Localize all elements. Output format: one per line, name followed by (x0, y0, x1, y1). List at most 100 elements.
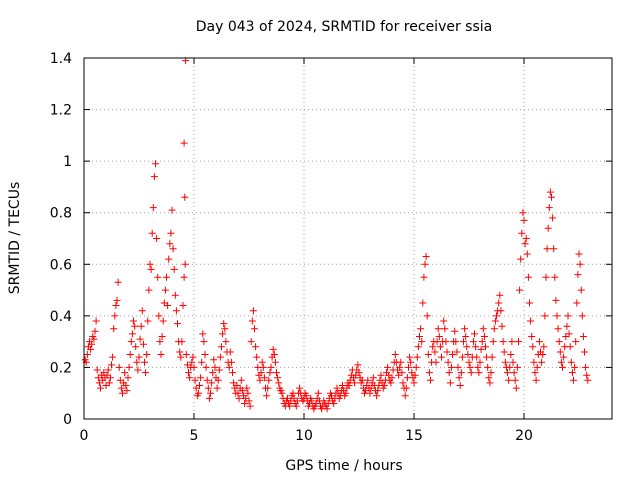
data-point (540, 343, 548, 351)
data-point (420, 273, 428, 281)
data-point (466, 363, 474, 371)
data-point (487, 369, 495, 377)
data-point (225, 363, 233, 371)
data-point (500, 348, 508, 356)
data-point (563, 322, 571, 330)
data-point (366, 389, 374, 397)
data-point (548, 193, 555, 201)
data-point (552, 296, 560, 304)
data-point (507, 351, 515, 358)
data-point (453, 348, 461, 356)
data-point (469, 338, 477, 346)
data-point (139, 340, 147, 348)
data-point (165, 255, 173, 263)
data-point (570, 376, 577, 384)
data-point (241, 400, 249, 407)
data-point (88, 340, 96, 348)
data-point (544, 224, 552, 232)
data-point (578, 312, 586, 320)
data-point (516, 286, 524, 294)
data-point (479, 325, 487, 333)
data-point (427, 376, 434, 384)
data-point (518, 229, 526, 237)
data-point (407, 358, 415, 366)
data-point (447, 363, 455, 371)
data-point (432, 358, 440, 366)
data-point (374, 387, 382, 395)
data-point (417, 325, 425, 333)
data-point (521, 240, 529, 248)
data-point (391, 351, 399, 358)
data-point (235, 394, 243, 402)
data-point (112, 302, 120, 309)
data-point (259, 363, 267, 371)
data-point (144, 317, 152, 325)
data-point (296, 384, 304, 392)
data-point (377, 371, 385, 379)
data-point (491, 317, 499, 325)
data-point (380, 382, 388, 389)
data-point (204, 384, 212, 392)
data-point (178, 338, 186, 346)
data-point (575, 250, 583, 258)
data-point (566, 343, 574, 351)
data-point (219, 330, 227, 338)
data-point (263, 392, 271, 400)
data-point (529, 343, 537, 351)
data-point (92, 317, 100, 325)
data-point (130, 317, 137, 325)
data-point (210, 356, 218, 364)
data-point (467, 369, 475, 377)
y-tick-label: 0 (63, 412, 72, 428)
data-point (154, 273, 162, 281)
data-point (185, 369, 192, 377)
data-point (108, 361, 115, 369)
data-point (278, 389, 286, 397)
data-point (257, 369, 265, 377)
data-point (163, 273, 170, 281)
y-tick-label: 1.4 (50, 51, 72, 67)
x-tick-label: 10 (295, 428, 313, 444)
data-point (412, 363, 420, 371)
data-point (497, 307, 505, 315)
data-point (211, 363, 219, 371)
data-point (571, 363, 579, 371)
data-point (177, 353, 185, 361)
data-point (461, 325, 469, 333)
data-point (546, 188, 554, 196)
data-point (143, 351, 151, 358)
data-point (323, 405, 331, 413)
data-point (476, 358, 484, 366)
data-point (542, 273, 550, 281)
data-point (229, 369, 236, 377)
data-point (524, 273, 532, 281)
data-point (530, 358, 538, 366)
data-point (171, 291, 179, 299)
data-point (431, 348, 439, 356)
data-point (90, 335, 98, 343)
y-tick-label: 0.8 (50, 206, 72, 222)
data-point (564, 312, 572, 320)
data-point (134, 366, 142, 374)
data-point (161, 286, 169, 294)
data-point (568, 369, 576, 377)
data-point (133, 358, 141, 366)
data-point (113, 296, 121, 304)
data-point (513, 363, 521, 371)
data-point (266, 369, 274, 377)
data-point (200, 338, 208, 346)
x-axis-label: GPS time / hours (285, 458, 402, 474)
data-point (148, 229, 156, 237)
data-point (535, 338, 543, 346)
data-point (543, 245, 551, 253)
data-point (438, 353, 445, 361)
data-point (526, 299, 533, 307)
y-tick-label: 0.2 (50, 360, 72, 376)
data-point (405, 363, 412, 371)
data-point (475, 369, 483, 377)
data-point (402, 384, 410, 392)
data-point (91, 327, 99, 335)
data-point (527, 317, 535, 325)
data-point (528, 333, 536, 340)
data-point (465, 358, 473, 366)
